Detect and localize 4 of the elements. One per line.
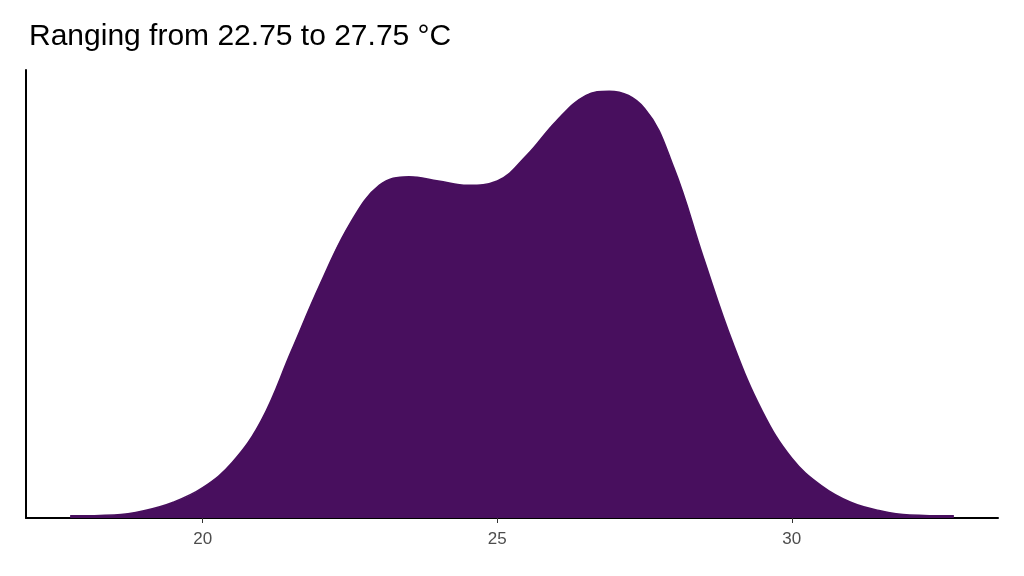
x-tick-label: 20	[193, 529, 213, 548]
x-tick-label: 30	[782, 529, 802, 548]
chart-title: Ranging from 22.75 to 27.75 °C	[29, 17, 452, 51]
x-tick-label: 25	[487, 529, 507, 548]
